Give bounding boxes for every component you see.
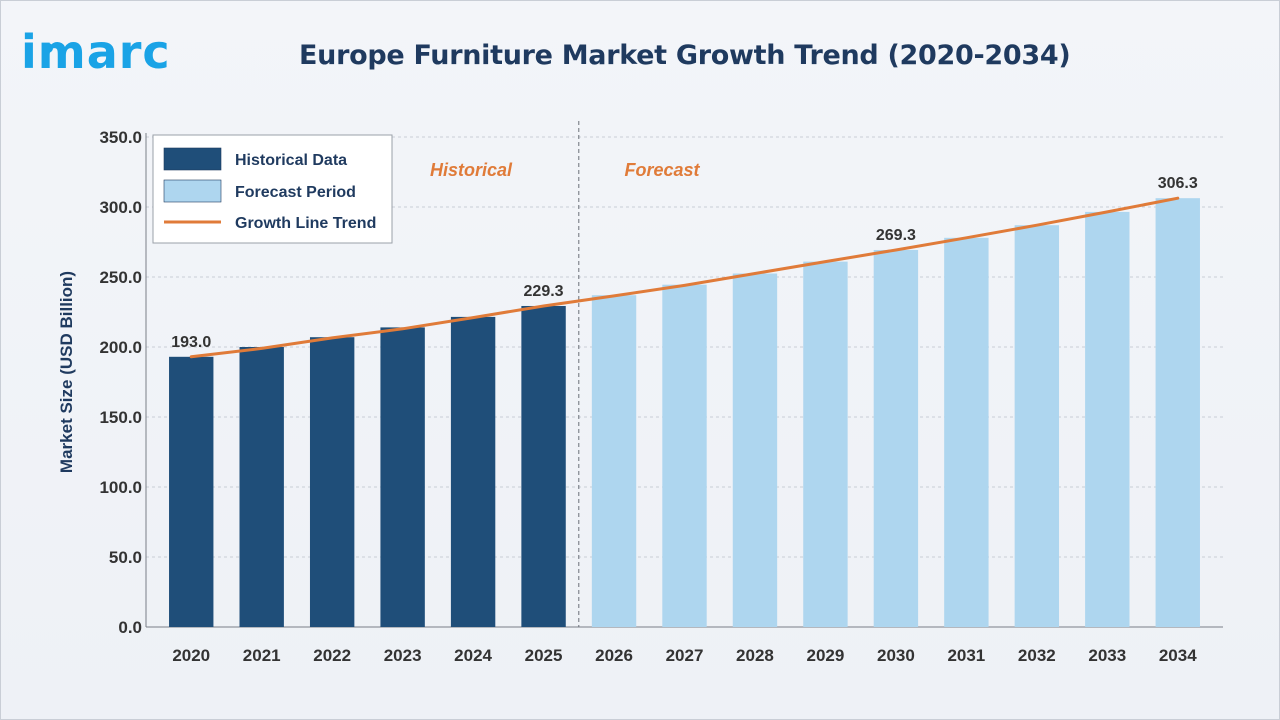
x-tick-label: 2034 — [1159, 646, 1197, 665]
bar-2030 — [873, 249, 919, 628]
bar-2020 — [169, 356, 214, 627]
y-tick-label: 100.0 — [99, 478, 142, 497]
bar-2034 — [1155, 198, 1200, 627]
bar-2023 — [380, 327, 425, 627]
legend-label: Forecast Period — [235, 184, 356, 201]
data-label: 229.3 — [524, 283, 564, 300]
x-tick-label: 2031 — [947, 646, 985, 665]
bar-2031 — [944, 237, 989, 628]
imarc-logo: imarc — [21, 29, 171, 75]
y-axis-label: Market Size (USD Billion) — [57, 271, 76, 473]
bar-2026 — [591, 295, 637, 627]
bar-2027 — [662, 284, 707, 627]
y-tick-label: 0.0 — [118, 618, 142, 637]
legend-label: Growth Line Trend — [235, 215, 376, 232]
legend-swatch-0 — [163, 147, 222, 171]
bar-2028 — [732, 273, 778, 627]
bar-2024 — [450, 316, 496, 627]
y-tick-label: 250.0 — [99, 268, 142, 287]
x-tick-label: 2025 — [525, 646, 563, 665]
x-tick-label: 2020 — [172, 646, 210, 665]
logo-dot — [43, 43, 53, 53]
data-label: 193.0 — [171, 334, 211, 351]
y-tick-label: 150.0 — [99, 408, 142, 427]
y-tick-label: 200.0 — [99, 338, 142, 357]
chart-title: Europe Furniture Market Growth Trend (20… — [299, 40, 1071, 71]
x-tick-label: 2030 — [877, 646, 915, 665]
bar-2022 — [309, 337, 355, 627]
x-tick-label: 2021 — [243, 646, 281, 665]
x-tick-label: 2033 — [1088, 646, 1126, 665]
x-tick-label: 2032 — [1018, 646, 1056, 665]
section-label-historical: Historical — [430, 160, 513, 180]
x-tick-label: 2024 — [454, 646, 492, 665]
growth-trend-line — [189, 196, 1180, 359]
x-tick-label: 2027 — [666, 646, 704, 665]
x-tick-label: 2022 — [313, 646, 351, 665]
x-tick-label: 2029 — [807, 646, 845, 665]
bar-2025 — [521, 305, 566, 627]
x-tick-label: 2028 — [736, 646, 774, 665]
y-tick-label: 350.0 — [99, 128, 142, 147]
y-tick-label: 300.0 — [99, 198, 142, 217]
y-tick-label: 50.0 — [109, 548, 142, 567]
data-label: 269.3 — [876, 227, 916, 244]
x-tick-label: 2026 — [595, 646, 633, 665]
legend-swatch-1 — [163, 179, 222, 203]
x-tick-label: 2023 — [384, 646, 422, 665]
section-label-forecast: Forecast — [624, 160, 700, 180]
bar-2033 — [1085, 211, 1130, 627]
bar-2021 — [239, 347, 284, 627]
bar-2032 — [1014, 225, 1060, 627]
bar-2029 — [803, 261, 848, 627]
data-label: 306.3 — [1158, 175, 1198, 192]
legend-label: Historical Data — [235, 152, 347, 169]
